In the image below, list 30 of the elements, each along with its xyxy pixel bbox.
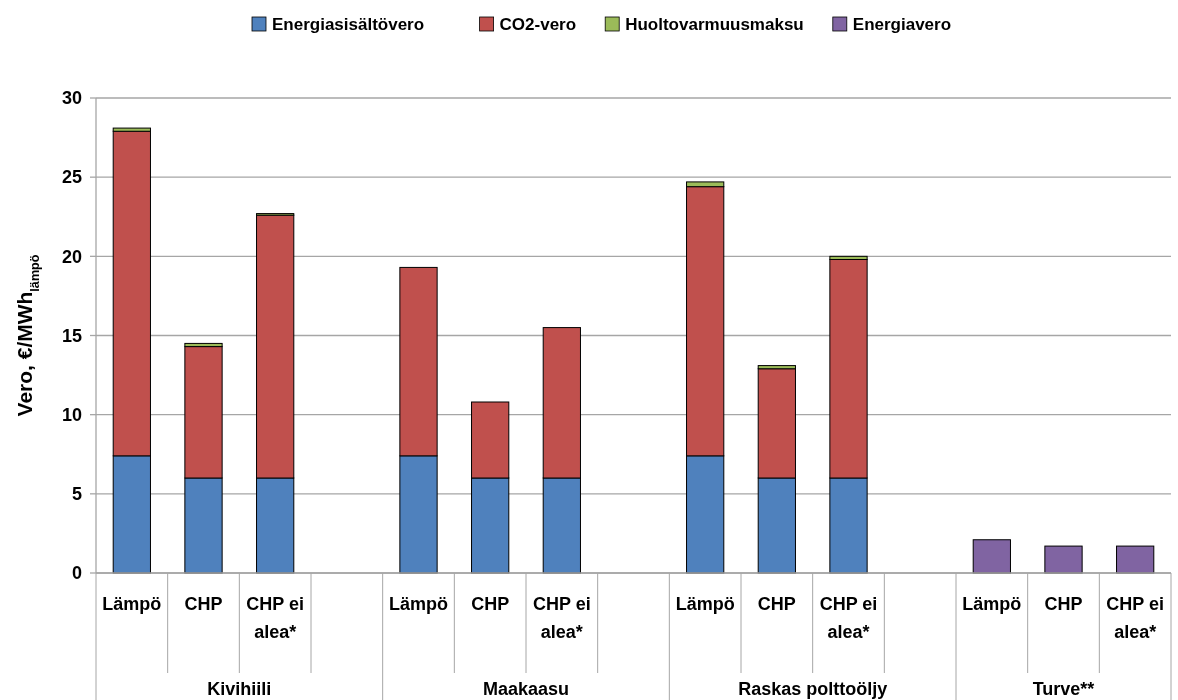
bar	[972, 539, 1011, 574]
x-tick-label: CHP ei alea*	[246, 594, 305, 642]
y-tick-label: 30	[61, 88, 82, 109]
bar	[1044, 545, 1083, 574]
text: Turve**	[1032, 679, 1095, 699]
legend-label: CO2-vero	[499, 15, 577, 34]
x-tick-label: CHP ei alea*	[532, 594, 591, 642]
bar	[1116, 545, 1155, 574]
x-tick-label: CHP	[1044, 594, 1083, 614]
x-tick-label: Lämpö	[102, 594, 162, 614]
y-tick-label: 25	[61, 167, 82, 188]
legend-label: Energiavero	[852, 15, 952, 34]
x-tick-label: CHP	[184, 594, 223, 614]
y-tick-label: 5	[71, 484, 82, 505]
text: Kivihiili	[207, 679, 272, 699]
x-tick-label: CHP	[471, 594, 510, 614]
x-tick-label: Lämpö	[675, 594, 735, 614]
legend-label: Energiasisältövero	[272, 15, 425, 34]
y-tick-label: 0	[71, 563, 82, 584]
x-tick-label: CHP	[757, 594, 796, 614]
x-tick-label: CHP ei alea*	[819, 594, 878, 642]
x-tick-label: Lämpö	[962, 594, 1022, 614]
text: Raskas polttoöljy	[738, 679, 888, 699]
text: Maakaasu	[482, 679, 570, 699]
x-tick-label: CHP ei alea*	[1106, 594, 1165, 642]
x-tick-label: Lämpö	[388, 594, 449, 614]
y-tick-label: 20	[61, 246, 82, 267]
y-tick-label: 10	[61, 404, 82, 425]
y-tick-label: 15	[61, 325, 82, 346]
legend-label: Huoltovarmuusmaksu	[625, 15, 804, 34]
